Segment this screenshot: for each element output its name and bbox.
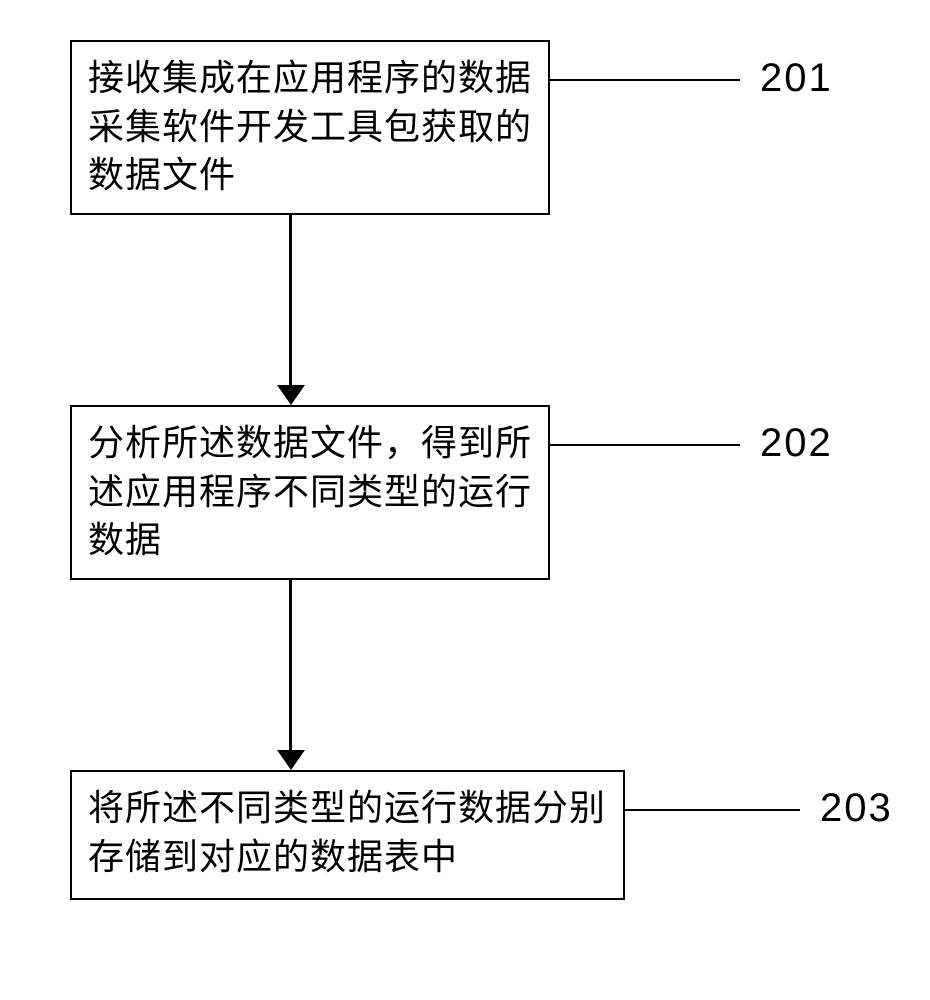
flowchart-container: 接收集成在应用程序的数据采集软件开发工具包获取的数据文件 201 分析所述数据文…: [0, 0, 930, 1000]
flowchart-node-202: 分析所述数据文件，得到所述应用程序不同类型的运行数据: [70, 405, 550, 580]
node-label-201: 201: [760, 56, 833, 101]
leader-line: [625, 809, 800, 811]
node-label-202: 202: [760, 421, 833, 466]
edge-line: [289, 580, 292, 752]
edge-line: [289, 215, 292, 387]
flowchart-node-203: 将所述不同类型的运行数据分别存储到对应的数据表中: [70, 770, 625, 900]
node-text: 将所述不同类型的运行数据分别存储到对应的数据表中: [88, 784, 607, 881]
node-label-203: 203: [820, 786, 893, 831]
leader-line: [550, 79, 740, 81]
leader-line: [550, 444, 740, 446]
node-text: 接收集成在应用程序的数据采集软件开发工具包获取的数据文件: [88, 54, 532, 200]
arrow-down-icon: [277, 750, 305, 770]
arrow-down-icon: [277, 385, 305, 405]
node-text: 分析所述数据文件，得到所述应用程序不同类型的运行数据: [88, 419, 532, 565]
flowchart-node-201: 接收集成在应用程序的数据采集软件开发工具包获取的数据文件: [70, 40, 550, 215]
